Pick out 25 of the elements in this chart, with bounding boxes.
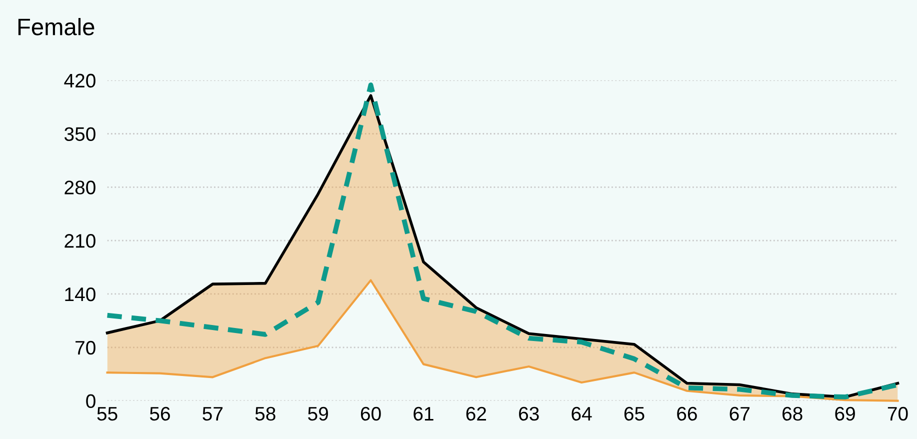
x-tick-label: 66 bbox=[677, 406, 697, 421]
chart-title: Female bbox=[18, 18, 94, 36]
x-tick-label: 60 bbox=[360, 406, 381, 421]
x-tick-label: 62 bbox=[466, 406, 486, 421]
x-tick-label: 63 bbox=[519, 406, 539, 421]
x-tick-label: 55 bbox=[97, 407, 118, 421]
x-tick-label: 61 bbox=[414, 406, 434, 421]
y-tick-label: 70 bbox=[76, 340, 96, 355]
y-tick-label: 0 bbox=[86, 394, 96, 408]
x-tick-label: 57 bbox=[202, 407, 223, 421]
y-tick-label: 420 bbox=[64, 74, 96, 88]
x-tick-label: 70 bbox=[888, 406, 908, 421]
y-tick-label: 350 bbox=[64, 127, 96, 141]
x-tick-label: 58 bbox=[255, 406, 276, 421]
x-tick-label: 64 bbox=[572, 406, 592, 421]
x-tick-label: 68 bbox=[782, 406, 802, 421]
x-tick-label: 69 bbox=[835, 406, 855, 421]
y-tick-label: 210 bbox=[64, 234, 96, 248]
x-tick-label: 65 bbox=[624, 406, 644, 421]
y-tick-label: 280 bbox=[64, 180, 96, 194]
x-tick-label: 67 bbox=[730, 406, 750, 421]
x-tick-label: 59 bbox=[308, 406, 328, 421]
line-series bbox=[106, 279, 899, 402]
y-tick-label: 140 bbox=[65, 287, 96, 302]
x-tick-label: 56 bbox=[150, 406, 170, 421]
